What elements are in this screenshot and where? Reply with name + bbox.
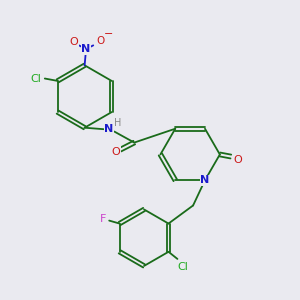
Text: O: O (69, 38, 78, 47)
Text: F: F (100, 214, 106, 224)
Text: O: O (233, 155, 242, 165)
Text: N: N (104, 124, 114, 134)
Text: N: N (82, 44, 91, 54)
Text: Cl: Cl (30, 74, 41, 83)
Text: O: O (111, 147, 120, 157)
Text: Cl: Cl (177, 262, 188, 272)
Text: N: N (200, 175, 210, 185)
Text: O: O (97, 36, 105, 46)
Text: H: H (114, 118, 121, 128)
Text: −: − (104, 29, 114, 39)
